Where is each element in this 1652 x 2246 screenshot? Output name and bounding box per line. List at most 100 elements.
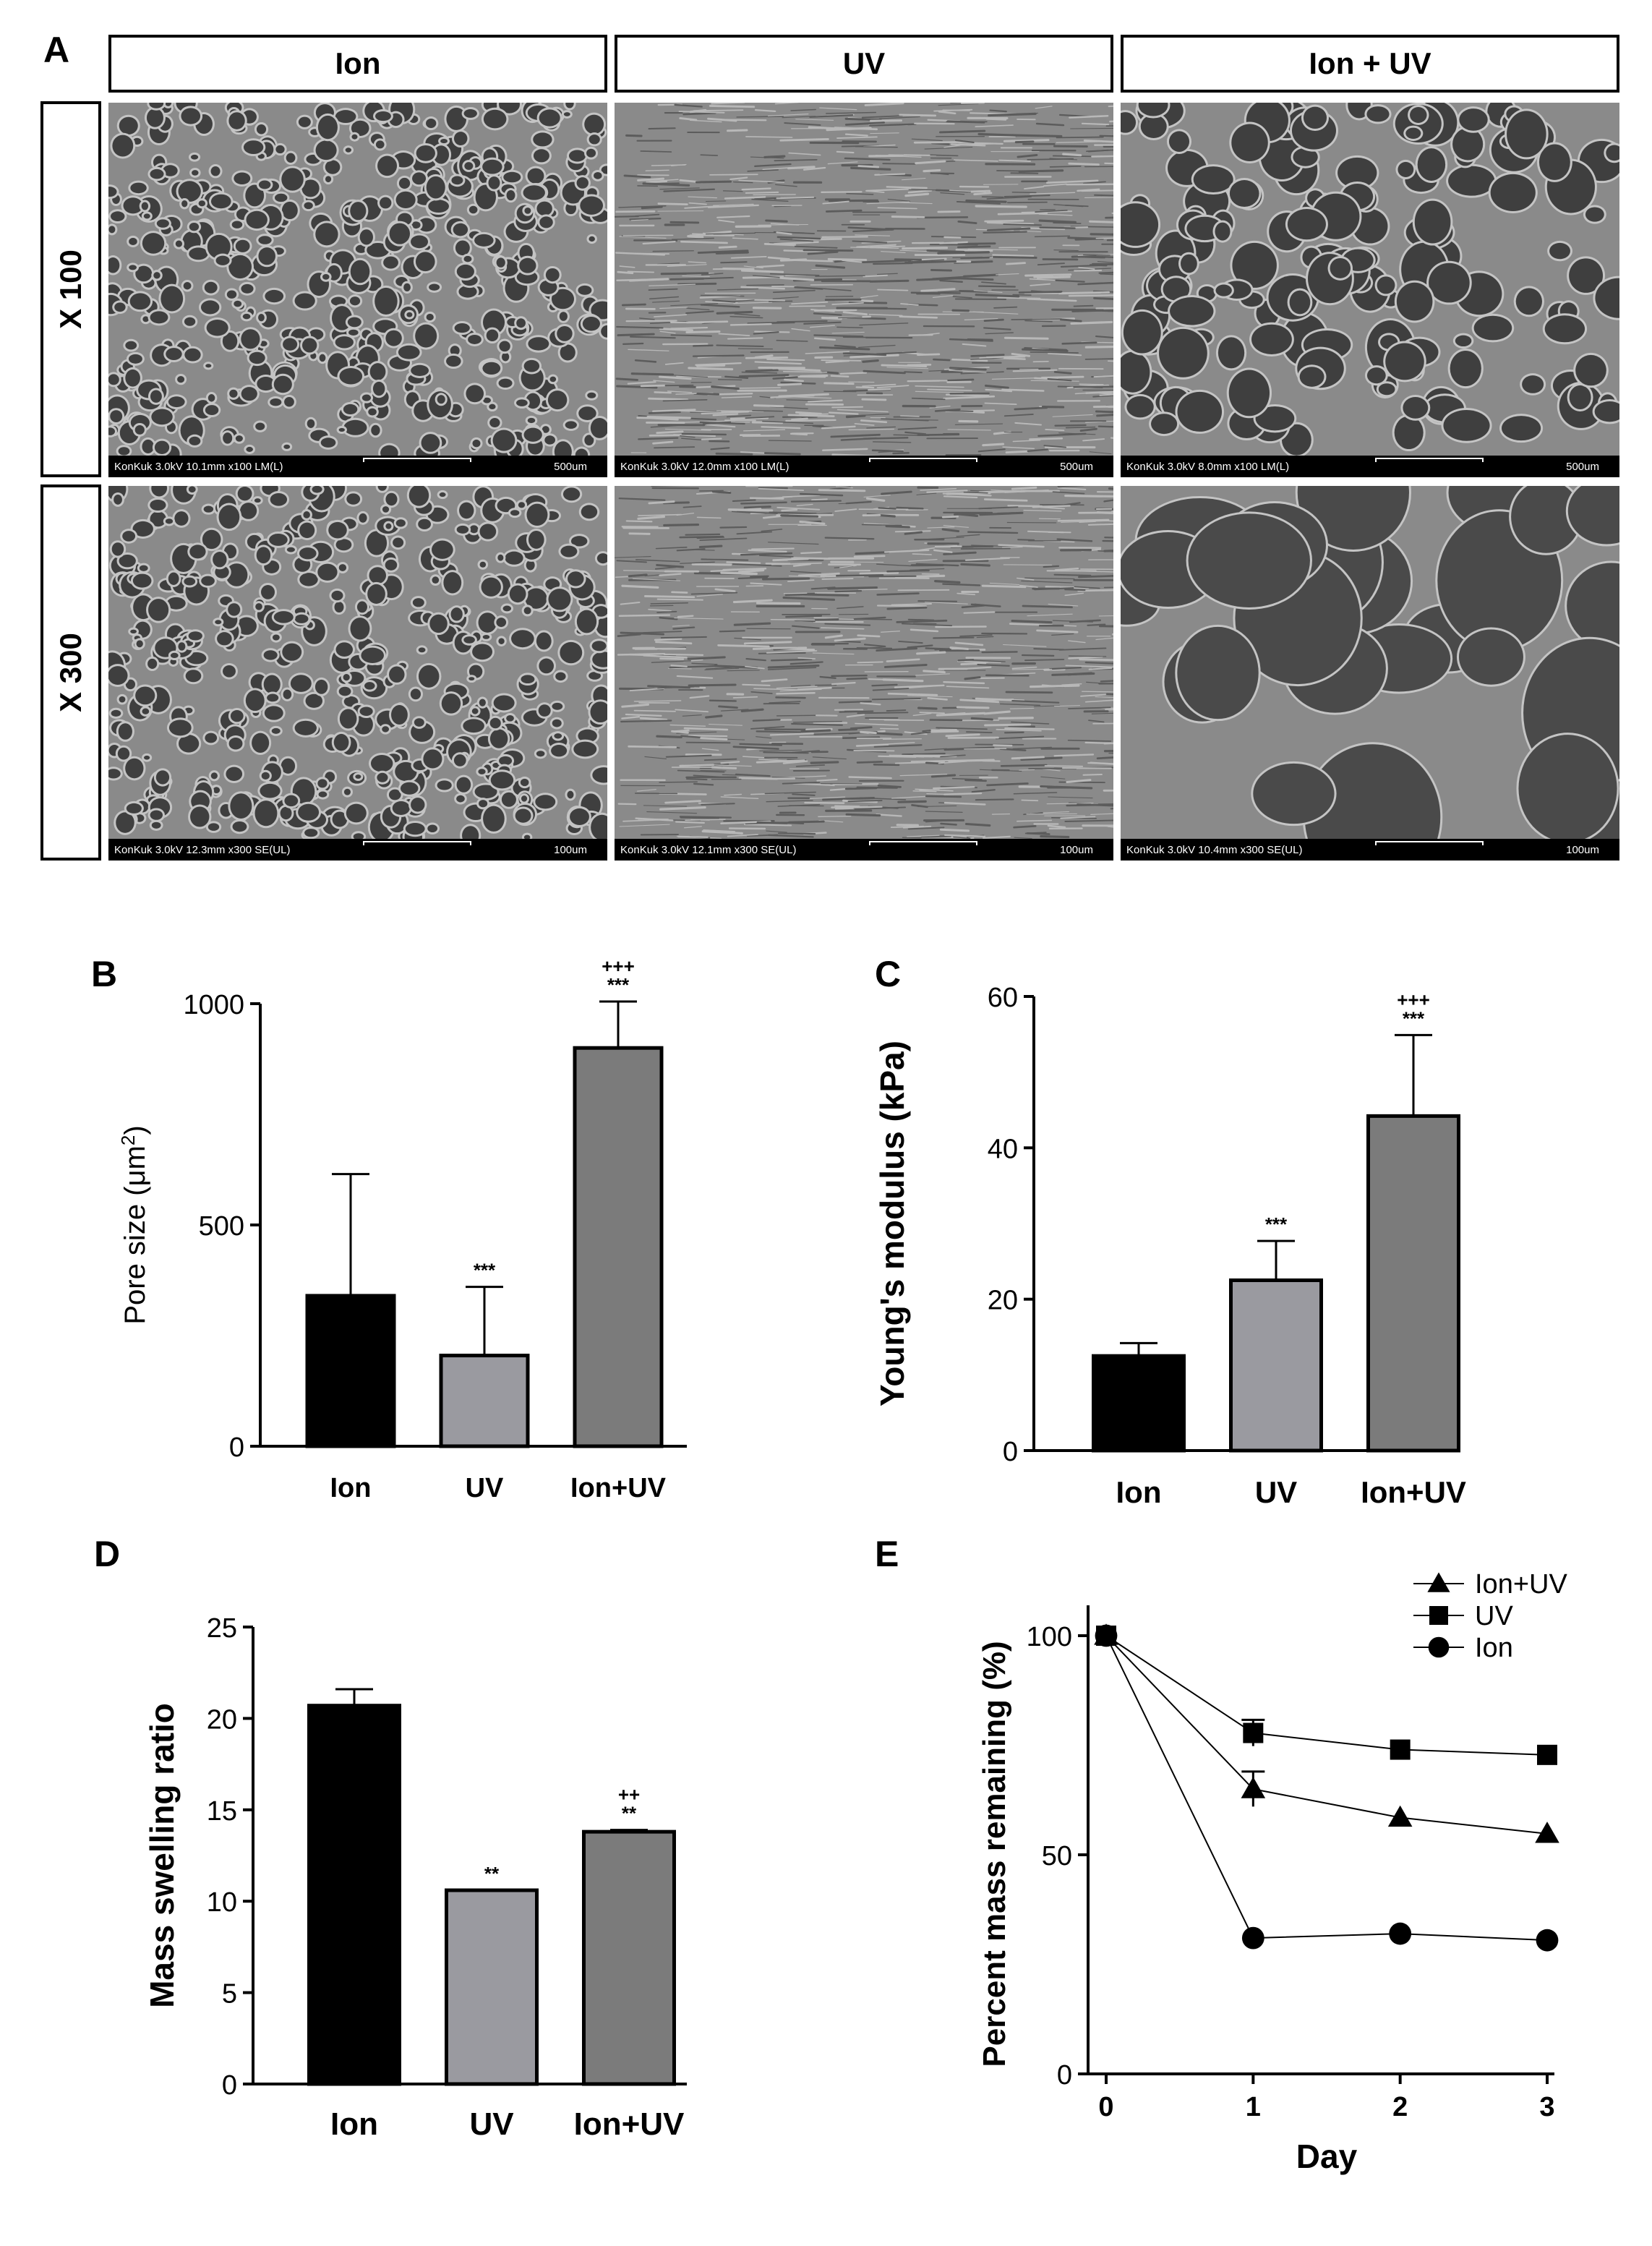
sem-ridge (643, 595, 696, 599)
sem-ridge (637, 789, 656, 792)
sem-ridge (1057, 487, 1087, 490)
sem-ridge (847, 800, 883, 803)
sem-pore (489, 418, 500, 428)
sem-ridge (1037, 432, 1087, 437)
sem-ridge (1004, 727, 1055, 730)
sem-ridge (660, 272, 709, 276)
sem-pore (418, 647, 426, 653)
sem-ridge (745, 369, 779, 372)
y-axis-label-superscript: 2 (117, 1135, 139, 1145)
sem-pore (229, 389, 238, 398)
sem-ridge (1011, 352, 1031, 357)
sem-ridge (805, 727, 833, 731)
sem-pore (177, 375, 185, 383)
sem-pore (1215, 284, 1232, 296)
sem-pore (501, 352, 510, 362)
sem-ridge (993, 744, 1013, 747)
sem-pore (260, 783, 281, 798)
sem-pore (545, 268, 560, 282)
sem-ridge (682, 276, 710, 277)
sem-ridge (989, 582, 1020, 585)
sem-ridge (1003, 223, 1042, 226)
bar-ion-uv (1366, 1114, 1460, 1453)
sem-ridge (776, 236, 821, 240)
sem-ridge (940, 822, 957, 826)
sem-pore (486, 329, 499, 342)
sem-pore (156, 219, 169, 228)
sem-ridge (991, 813, 1011, 815)
sem-pore (389, 223, 411, 244)
sem-ridge (630, 336, 676, 339)
sem-pore (463, 719, 484, 733)
sem-pore (142, 708, 150, 714)
sem-ridge (657, 202, 688, 206)
sem-ridge (732, 237, 758, 240)
sem-ridge (625, 134, 643, 137)
sem-pore (149, 103, 164, 108)
sem-pore (351, 120, 369, 136)
sem-pore (325, 176, 332, 183)
sem-pore (184, 348, 201, 362)
sem-pore (319, 354, 326, 362)
sem-pore (1377, 276, 1395, 294)
sem-ridge (958, 142, 1003, 145)
sem-pore (369, 363, 386, 380)
sem-ridge (740, 269, 784, 273)
sem-ridge (937, 291, 962, 293)
sem-ridge (766, 830, 787, 833)
sem-ridge (983, 327, 1011, 330)
sem-pore (261, 772, 270, 780)
sem-ridge (1003, 139, 1050, 142)
sem-ridge (949, 370, 987, 373)
sem-pore (1159, 328, 1207, 377)
sem-pore (301, 179, 320, 197)
sem-pore (536, 751, 545, 757)
sem-ridge (716, 288, 759, 291)
sem-pore (1594, 401, 1619, 422)
sem-pore (576, 177, 589, 189)
sem-ridge (663, 188, 716, 192)
sem-ridge (737, 568, 765, 573)
sem-ridge (819, 675, 836, 679)
sem-ridge (857, 712, 909, 714)
sem-pore (459, 502, 474, 519)
sem-ridge (954, 139, 975, 143)
sem-ridge (769, 701, 801, 704)
sem-ridge (745, 416, 775, 419)
sem-ridge (801, 416, 818, 419)
sem-pore (570, 808, 589, 826)
sem-ridge (620, 631, 665, 636)
sem-ridge (1030, 351, 1079, 354)
sem-ridge (1092, 405, 1113, 409)
sem-pore (184, 577, 196, 586)
sem-pore (497, 498, 515, 513)
sem-ridge (1018, 291, 1063, 294)
sem-ridge (705, 232, 756, 235)
sem-ridge (951, 777, 983, 780)
sem-ridge (856, 244, 896, 248)
sem-ridge (844, 133, 868, 137)
sem-ridge (915, 673, 951, 676)
sem-pore (1255, 406, 1295, 431)
sem-pore (315, 140, 337, 161)
sem-pore (573, 741, 597, 757)
sem-ridge (1073, 385, 1113, 388)
sem-pore (1490, 174, 1536, 211)
sem-pore (125, 369, 140, 387)
sem-ridge (663, 653, 704, 656)
sem-ridge (1092, 290, 1113, 293)
sem-ridge (683, 826, 702, 829)
sem-pore (1215, 222, 1231, 241)
sem-ridge (712, 268, 748, 270)
sem-ridge (901, 623, 953, 627)
sem-ridge (966, 731, 993, 733)
sem-pore (1140, 114, 1167, 138)
sem-ridge (848, 776, 892, 780)
sem-ridge (750, 582, 782, 586)
sem-ridge (663, 523, 700, 527)
sem-ridge (707, 117, 737, 122)
sem-pore (1595, 278, 1619, 318)
sem-ridge (997, 212, 1048, 215)
sem-pore (580, 196, 604, 215)
